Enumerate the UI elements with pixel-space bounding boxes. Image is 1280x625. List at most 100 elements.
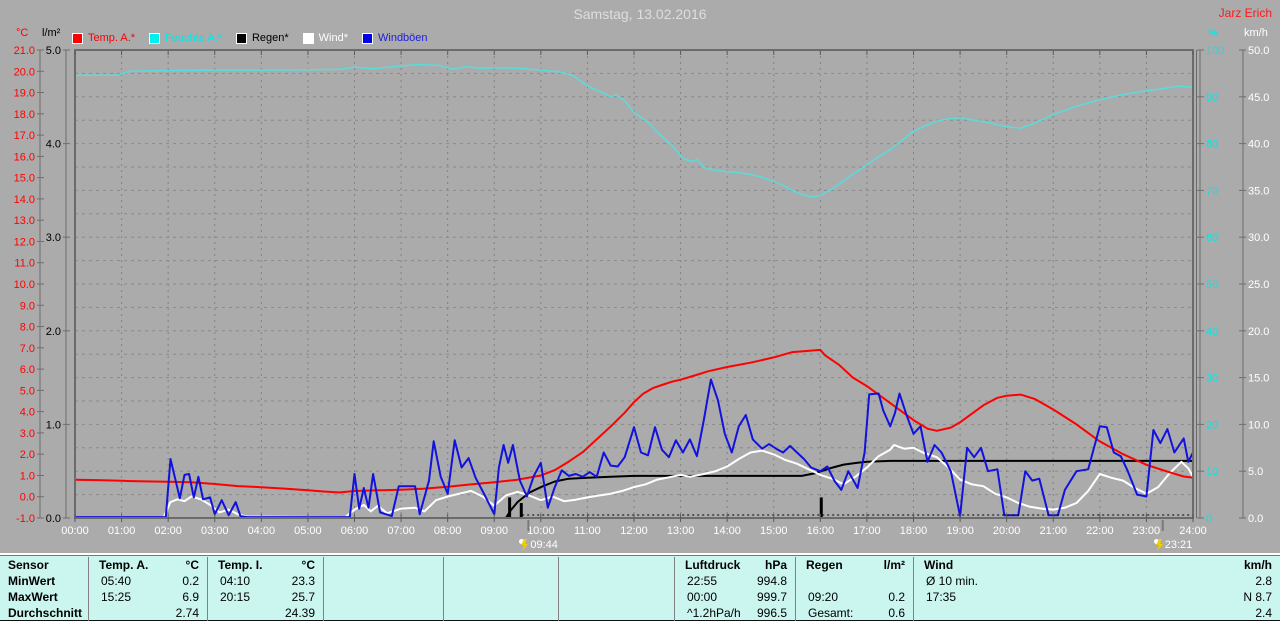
stats-column: [323, 557, 443, 621]
stat-max-time: 20:15: [220, 590, 251, 604]
window-title: Samstag, 13.02.2016: [573, 6, 707, 22]
tick-label-lm2: 0.0: [46, 513, 61, 525]
sun-bolt-icon: [1153, 539, 1163, 551]
x-tick-label: 06:00: [341, 525, 369, 537]
tick-label-percent: 40: [1206, 326, 1218, 338]
tick-label-celsius: 0.0: [20, 492, 35, 504]
stats-sensor-unit: hPa: [764, 558, 787, 572]
stats-sensor-unit: °C: [301, 558, 315, 572]
tick-label-celsius: 16.0: [14, 151, 35, 163]
tick-label-lm2: 2.0: [46, 326, 61, 338]
series-regen-summe-: [74, 459, 1194, 519]
weather-chart-plot[interactable]: 21.0 20.0 19.0 18.0 17.0 16.0 15.0 14.0 13.0 12.0…: [0, 0, 1280, 553]
stat-max-time: 15:25: [101, 590, 132, 604]
stat-avg-value: 2.74: [175, 606, 199, 620]
event-marker-time: 23:21: [1164, 538, 1193, 551]
tick-label-percent: 70: [1206, 185, 1218, 197]
stat-min-value: 2.8: [1255, 574, 1272, 588]
stat-min-value: 0.2: [182, 574, 199, 588]
author-label: Jarz Erich: [1218, 6, 1272, 20]
tick-label-celsius: 14.0: [14, 194, 35, 206]
stats-row-labels: Sensor MinWert MaxWert Durchschnitt: [0, 557, 88, 621]
tick-label-celsius: 7.0: [20, 343, 35, 355]
stat-max-value: 25.7: [291, 590, 315, 604]
tick-label-celsius: 6.0: [20, 364, 35, 376]
legend-item: Windböen: [362, 32, 428, 44]
stats-sensor-unit: °C: [185, 558, 199, 572]
stat-max-time: 09:20: [808, 590, 839, 604]
tick-label-kmh: 5.0: [1248, 466, 1263, 478]
tick-label-celsius: 11.0: [14, 258, 35, 270]
tick-label-percent: 10: [1206, 466, 1218, 478]
stat-avg-time: Gesamt:: [808, 606, 854, 620]
tick-label-celsius: 5.0: [20, 385, 35, 397]
x-tick-label: 18:00: [900, 525, 928, 537]
axis-header-percent: %: [1208, 27, 1218, 39]
chart-legend: Temp. A.* Feuchte A.* Regen* Wind* Windböen: [72, 32, 428, 44]
stats-row-label: Durchschnitt: [8, 606, 83, 620]
x-tick-label: 17:00: [853, 525, 881, 537]
legend-label: Temp. A.*: [88, 32, 136, 44]
stats-column: Temp. I. °C 04:10 23.3 20:15 25.7 24.39: [207, 557, 323, 621]
tick-label-percent: 20: [1206, 419, 1218, 431]
tick-label-lm2: 5.0: [46, 45, 61, 57]
stats-row-label: MaxWert: [8, 590, 58, 604]
tick-label-celsius: 21.0: [14, 45, 35, 57]
legend-label: Wind*: [318, 32, 348, 44]
tick-label-kmh: 45.0: [1248, 92, 1269, 104]
x-tick-label: 01:00: [108, 525, 136, 537]
stats-sensor-name: Luftdruck: [685, 558, 741, 572]
legend-swatch-icon: [72, 32, 83, 44]
series-windb-en: [74, 378, 1194, 519]
legend-swatch-icon: [149, 32, 161, 44]
stat-min-time: 22:55: [687, 574, 718, 588]
x-tick-label: 24:00: [1179, 525, 1207, 537]
tick-label-percent: 80: [1206, 139, 1218, 151]
x-tick-label: 19:00: [946, 525, 974, 537]
tick-label-celsius: 8.0: [20, 322, 35, 334]
tick-label-lm2: 1.0: [46, 419, 61, 431]
stat-min-time: 05:40: [101, 574, 132, 588]
x-tick-label: 22:00: [1086, 525, 1114, 537]
axis-header-celsius: °C: [16, 27, 29, 39]
tick-label-celsius: 3.0: [20, 428, 35, 440]
tick-label-percent: 0: [1206, 513, 1212, 525]
legend-label: Feuchte A.*: [165, 32, 222, 44]
x-tick-label: 00:00: [61, 525, 89, 537]
tick-label-lm2: 3.0: [46, 232, 61, 244]
stat-avg-time: ^1.2hPa/h: [687, 606, 741, 620]
tick-label-percent: 30: [1206, 373, 1218, 385]
stats-row-label: Sensor: [8, 558, 49, 572]
tick-label-celsius: 12.0: [14, 236, 35, 248]
stat-max-value: 0.2: [888, 590, 905, 604]
legend-swatch-icon: [362, 32, 373, 44]
stats-sensor-name: Regen: [806, 558, 843, 572]
event-marker: 23:21: [1153, 538, 1193, 551]
statistics-panel: Sensor MinWert MaxWert Durchschnitt Temp. A.…: [0, 553, 1280, 625]
x-tick-label: 03:00: [201, 525, 229, 537]
tick-label-celsius: 17.0: [14, 130, 35, 142]
tick-label-celsius: 20.0: [14, 66, 35, 78]
legend-item: Feuchte A.*: [149, 32, 222, 44]
tick-label-celsius: 9.0: [20, 300, 35, 312]
stat-max-value: 999.7: [756, 590, 787, 604]
stats-sensor-name: Temp. A.: [99, 558, 149, 572]
x-tick-label: 02:00: [154, 525, 182, 537]
tick-label-kmh: 40.0: [1248, 139, 1269, 151]
stats-sensor-unit: l/m²: [883, 558, 905, 572]
stats-sensor-name: Wind: [924, 558, 954, 572]
x-tick-label: 08:00: [434, 525, 462, 537]
legend-label: Windböen: [378, 32, 428, 44]
stat-max-value: 6.9: [182, 590, 199, 604]
x-tick-label: 20:00: [993, 525, 1021, 537]
stats-column: [443, 557, 558, 621]
sun-bolt-icon: [519, 539, 529, 551]
stats-sensor-unit: km/h: [1243, 558, 1272, 572]
x-tick-label: 15:00: [760, 525, 788, 537]
tick-label-celsius: 2.0: [20, 449, 35, 461]
tick-label-celsius: 1.0: [20, 470, 35, 482]
tick-label-kmh: 30.0: [1248, 232, 1269, 244]
legend-label: Regen*: [251, 32, 289, 44]
stat-min-time: 04:10: [220, 574, 251, 588]
stat-avg-value: 2.4: [1255, 606, 1272, 620]
